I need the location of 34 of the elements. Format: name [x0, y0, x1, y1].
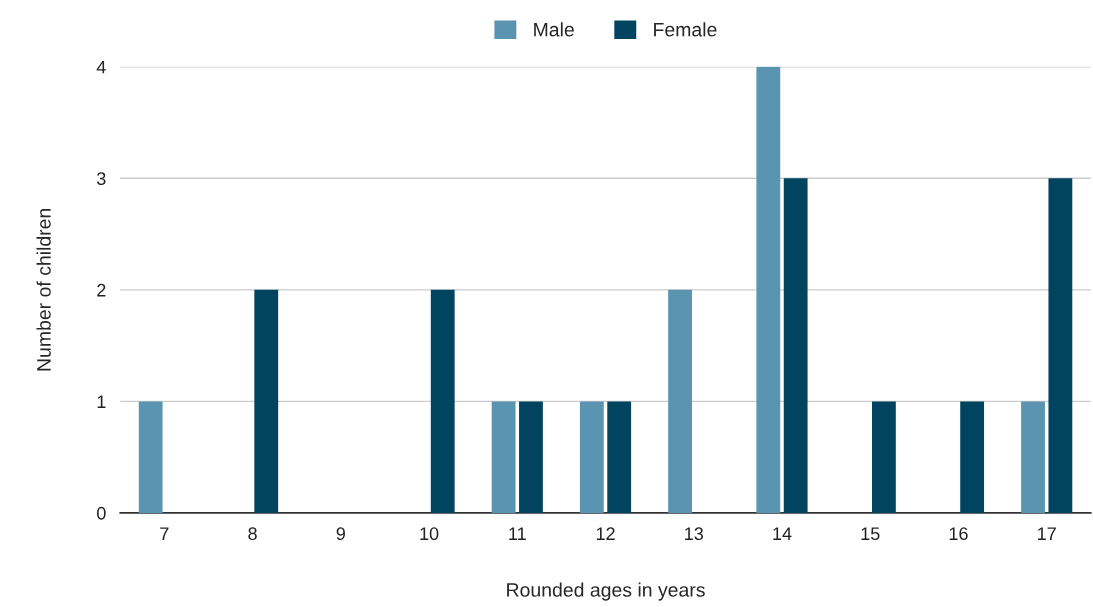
x-tick-label: 11 [509, 527, 526, 540]
x-tick-label: 9 [336, 527, 345, 541]
bar [491, 401, 516, 513]
bar [960, 401, 985, 513]
y-tick-label: 1 [97, 395, 106, 408]
x-tick-label: 12 [596, 527, 615, 540]
bar [871, 401, 896, 513]
x-tick-label: 17 [1038, 527, 1056, 540]
bar [579, 401, 604, 513]
bar [254, 289, 279, 513]
bar [138, 401, 163, 513]
x-tick-label: 7 [160, 527, 169, 540]
bar [1048, 178, 1073, 513]
y-tick-label: 0 [97, 506, 106, 520]
y-tick-label: 3 [96, 172, 106, 186]
y-tick-label: 2 [97, 283, 106, 297]
legend-label: Male [534, 22, 574, 37]
bar [756, 66, 781, 513]
x-axis-title: Rounded ages in years [507, 582, 705, 601]
bar [607, 401, 632, 513]
bar [430, 289, 455, 513]
x-tick-label: 14 [773, 527, 792, 540]
x-tick-label: 15 [861, 527, 880, 541]
y-axis-title: Number of children [36, 208, 51, 371]
bar [1021, 401, 1045, 513]
y-tick-label: 4 [96, 60, 106, 74]
x-tick-label: 16 [949, 527, 968, 541]
x-tick-label: 10 [420, 527, 439, 541]
x-tick-label: 13 [685, 527, 704, 541]
bar [519, 401, 543, 513]
bar [783, 178, 808, 513]
x-tick-label: 8 [248, 527, 257, 541]
bar [668, 289, 692, 513]
legend-label: Female [654, 22, 717, 37]
